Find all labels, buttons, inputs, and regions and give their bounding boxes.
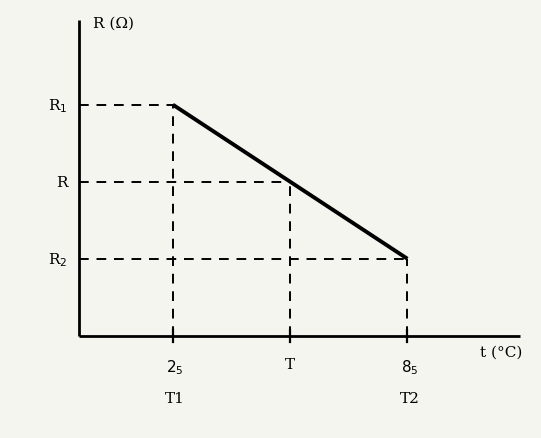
Text: R$_1$: R$_1$ bbox=[48, 97, 67, 114]
Text: T1: T1 bbox=[165, 392, 185, 406]
Text: $8_5$: $8_5$ bbox=[401, 357, 419, 376]
Text: t (°C): t (°C) bbox=[480, 345, 523, 359]
Text: R: R bbox=[56, 175, 67, 189]
Text: R (Ω): R (Ω) bbox=[93, 17, 134, 31]
Text: R$_2$: R$_2$ bbox=[48, 251, 67, 268]
Text: $2_5$: $2_5$ bbox=[167, 357, 184, 376]
Text: T2: T2 bbox=[400, 392, 420, 406]
Text: T: T bbox=[285, 357, 295, 371]
